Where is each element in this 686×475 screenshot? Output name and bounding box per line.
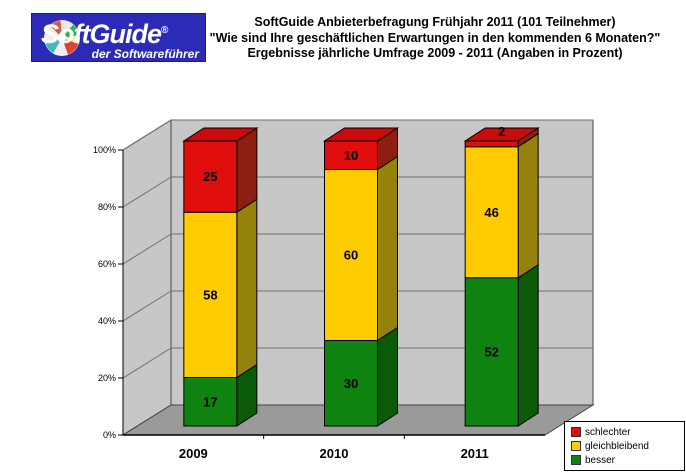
- bar-segment-schlechter: [464, 140, 519, 148]
- chart-left-wall: [122, 119, 172, 436]
- gridline-side: [122, 347, 172, 379]
- x-category-label: 2009: [179, 446, 208, 461]
- y-tick-label: 20%: [98, 373, 116, 383]
- legend-label-besser: besser: [585, 454, 616, 466]
- y-tick-label: 40%: [98, 316, 116, 326]
- bar-value-label: 60: [344, 248, 358, 263]
- registered-trademark-icon: ®: [161, 25, 169, 36]
- legend-item-schlechter: schlechter: [571, 427, 678, 438]
- x-category-label: 2011: [461, 446, 489, 461]
- softguide-logo: SoftGuide® der Softwareführer: [31, 13, 206, 62]
- logo-tagline: der Softwareführer: [91, 47, 199, 61]
- cd-disc-icon: [44, 20, 80, 56]
- title-line-2: "Wie sind Ihre geschäftlichen Erwartunge…: [209, 30, 661, 45]
- legend-swatch-schlechter: [571, 427, 581, 437]
- legend-label-schlechter: schlechter: [585, 426, 631, 438]
- bar-segment-top-schlechter: [463, 127, 540, 142]
- gridline-side: [122, 176, 172, 208]
- chart-legend: schlechter gleichbleibend besser: [564, 421, 685, 471]
- y-tick-label: 0%: [103, 430, 116, 440]
- bar-segment-side-gleichbleibend: [377, 155, 398, 342]
- title-line-1: SoftGuide Anbieterbefragung Frühjahr 201…: [254, 15, 616, 29]
- bar-value-label: 2: [498, 124, 505, 139]
- legend-item-besser: besser: [571, 455, 678, 466]
- legend-label-gleichbleibend: gleichbleibend: [585, 440, 649, 452]
- bar-value-label: 30: [344, 376, 358, 391]
- legend-swatch-besser: [571, 455, 581, 465]
- bar-value-label: 25: [203, 169, 217, 184]
- logo-brand-text: SoftGuide®: [41, 19, 168, 50]
- legend-item-gleichbleibend: gleichbleibend: [571, 441, 678, 452]
- bar-segment-side-besser: [377, 326, 398, 427]
- bar-segment-side-schlechter: [236, 127, 258, 214]
- bar-value-label: 46: [484, 205, 498, 220]
- bar-value-label: 17: [203, 394, 217, 409]
- bar-value-label: 10: [344, 148, 358, 163]
- gridline-side: [122, 119, 172, 151]
- bar-segment-side-gleichbleibend: [517, 132, 539, 279]
- bar-segment-side-gleichbleibend: [236, 198, 258, 379]
- gridline-side: [122, 290, 172, 322]
- y-tick-label: 80%: [98, 202, 116, 212]
- y-tick-label: 60%: [98, 259, 116, 269]
- bar-value-label: 52: [484, 344, 498, 359]
- title-line-3: Ergebnisse jährliche Umfrage 2009 - 2011…: [247, 46, 623, 60]
- bar-segment-top-schlechter: [182, 127, 259, 142]
- bar-value-label: 58: [203, 287, 217, 302]
- logo-name: SoftGuide: [41, 19, 162, 49]
- chart-title: SoftGuide Anbieterbefragung Frühjahr 201…: [190, 15, 680, 62]
- gridline-side: [122, 233, 172, 265]
- bar-segment-top-schlechter: [322, 127, 400, 142]
- bar-segment-side-besser: [517, 263, 539, 427]
- legend-swatch-gleichbleibend: [571, 441, 581, 451]
- x-category-label: 2010: [320, 446, 349, 461]
- y-tick-label: 100%: [93, 145, 116, 155]
